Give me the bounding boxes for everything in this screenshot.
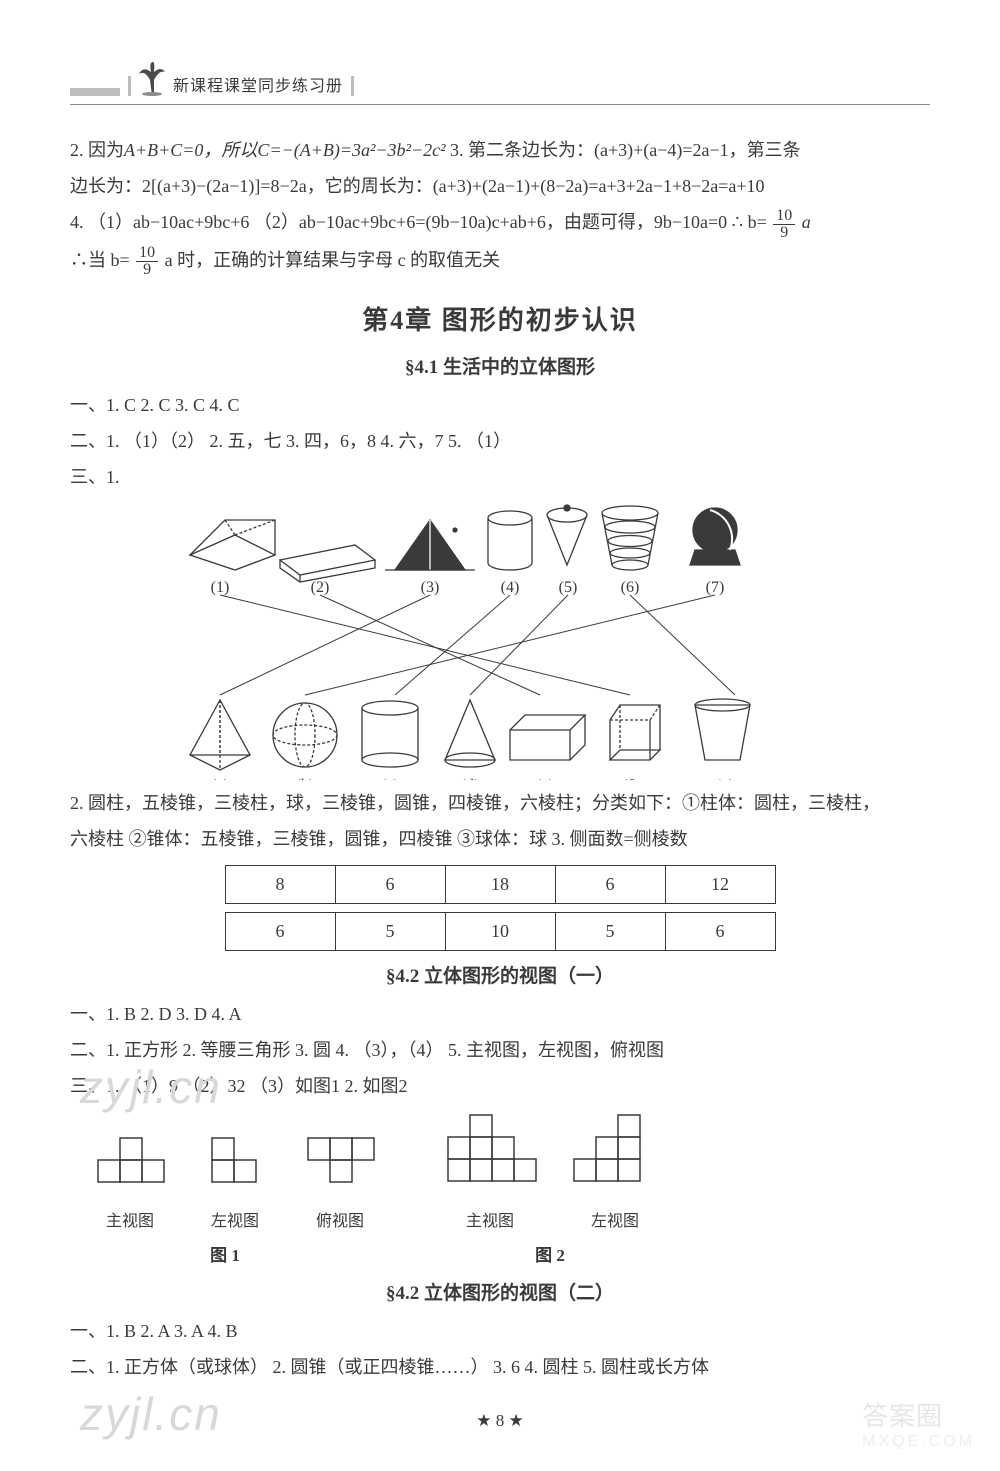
section-title: §4.2 立体图形的视图（一） (70, 959, 930, 995)
grid-shape-icon (300, 1133, 380, 1203)
main-content: 2. 因为A+B+C=0，所以C=−(A+B)=3a²−3b²−2c² 3. 第… (70, 133, 930, 1384)
text-line: 2. 因为A+B+C=0，所以C=−(A+B)=3a²−3b²−2c² 3. 第… (70, 133, 930, 167)
view-block: 左视图 (200, 1133, 270, 1237)
cell: 6 (335, 865, 445, 903)
view-block: 主视图 (440, 1113, 540, 1237)
svg-text:(b): (b) (296, 777, 315, 780)
book-title: 新课程课堂同步练习册 (173, 72, 343, 96)
svg-text:(f): (f) (622, 777, 638, 780)
cell: 10 (445, 912, 555, 950)
svg-text:(a): (a) (211, 777, 229, 780)
svg-text:(7): (7) (706, 579, 725, 596)
grid-shape-icon (570, 1113, 660, 1203)
header-grey-bar (70, 88, 120, 96)
grid-shape-icon (90, 1133, 170, 1203)
answer-line: 六棱柱 ②锥体：五棱锥，三棱锥，圆锥，四棱锥 ③球体：球 3. 侧面数=侧棱数 (70, 822, 930, 856)
view-label: 主视图 (106, 1207, 154, 1237)
matching-diagram: (1) (2) (3) (4) (5) (6) (7) (180, 500, 820, 780)
view-block: 左视图 (570, 1113, 660, 1237)
answer-line: 三、1. （1）9 （2）32 （3）如图1 2. 如图2 (70, 1069, 930, 1103)
figure-label: 图 1 (70, 1240, 380, 1272)
denominator: 9 (140, 262, 154, 278)
corner-line1: 答案圈 (862, 1396, 975, 1433)
answer-line: 2. 圆柱，五棱锥，三棱柱，球，三棱锥，圆锥，四棱锥，六棱柱；分类如下：①柱体：… (70, 786, 930, 820)
cell: 6 (225, 912, 335, 950)
numerator: 10 (136, 245, 158, 262)
text: 3. 第二条边长为：(a+3)+(a−4)=2a−1，第三条 (445, 140, 800, 160)
svg-text:(6): (6) (621, 579, 640, 596)
view-block: 主视图 (90, 1133, 170, 1237)
svg-text:(1): (1) (211, 579, 230, 596)
fraction: 109 (136, 245, 158, 278)
view-label: 左视图 (591, 1207, 639, 1237)
table-row: 6 5 10 5 6 (225, 912, 775, 950)
view-block: 俯视图 (300, 1133, 380, 1237)
text-line: 边长为：2[(a+3)−(2a−1)]=8−2a，它的周长为：(a+3)+(2a… (70, 169, 930, 203)
text: 4. （1）ab−10ac+9bc+6 （2）ab−10ac+9bc+6=(9b… (70, 212, 767, 232)
text-line: ∴当 b= 109 a 时，正确的计算结果与字母 c 的取值无关 (70, 243, 930, 278)
section-title: §4.2 立体图形的视图（二） (70, 1276, 930, 1312)
cell: 12 (665, 865, 775, 903)
corner-line2: MXQE.COM (862, 1433, 975, 1451)
header-vbar (128, 76, 131, 96)
palm-icon (137, 60, 167, 96)
data-table-1: 8 6 18 6 12 (225, 865, 776, 904)
grid-shape-icon (200, 1133, 270, 1203)
answer-line: 二、1. （1）（2） 2. 五，七 3. 四，6，8 4. 六，7 5. （1… (70, 424, 930, 458)
page-footer: ★ 8 ★ (0, 1411, 1000, 1431)
text: 2. 因为 (70, 140, 124, 160)
cell: 5 (555, 912, 665, 950)
svg-text:(g): (g) (716, 777, 735, 780)
view-label: 左视图 (211, 1207, 259, 1237)
text: ∴当 b= (70, 250, 130, 270)
cell: 5 (335, 912, 445, 950)
cell: 8 (225, 865, 335, 903)
figure-label: 图 2 (440, 1240, 660, 1272)
svg-text:(d): (d) (461, 777, 480, 780)
text-line: 4. （1）ab−10ac+9bc+6 （2）ab−10ac+9bc+6=(9b… (70, 205, 930, 240)
denominator: 9 (777, 225, 791, 241)
answer-line: 一、1. C 2. C 3. C 4. C (70, 388, 930, 422)
view-label: 俯视图 (316, 1207, 364, 1237)
svg-text:(3): (3) (421, 579, 440, 596)
corner-watermark: 答案圈 MXQE.COM (862, 1396, 975, 1451)
svg-text:(2): (2) (311, 579, 330, 596)
header-rule (70, 104, 930, 105)
text: a 时，正确的计算结果与字母 c 的取值无关 (165, 250, 500, 270)
answer-line: 二、1. 正方体（或球体） 2. 圆锥（或正四棱锥……） 3. 6 4. 圆柱 … (70, 1350, 930, 1384)
data-table-2: 6 5 10 5 6 (225, 912, 776, 951)
answer-line: 一、1. B 2. A 3. A 4. B (70, 1314, 930, 1348)
svg-text:(e): (e) (536, 777, 554, 780)
svg-text:(4): (4) (501, 579, 520, 596)
cell: 6 (665, 912, 775, 950)
fraction: 109 (773, 208, 795, 241)
cell: 6 (555, 865, 665, 903)
chapter-title: 第4章 图形的初步认识 (70, 296, 930, 345)
svg-text:(c): (c) (381, 777, 399, 780)
answer-line: 一、1. B 2. D 3. D 4. A (70, 997, 930, 1031)
header-vbar-2 (351, 76, 354, 96)
cell: 18 (445, 865, 555, 903)
view-label: 主视图 (466, 1207, 514, 1237)
answer-line: 二、1. 正方形 2. 等腰三角形 3. 圆 4. （3），（4） 5. 主视图… (70, 1033, 930, 1067)
section-title: §4.1 生活中的立体图形 (70, 350, 930, 386)
answer-line: 三、1. (70, 460, 930, 494)
text: a (802, 212, 811, 232)
grid-shape-icon (440, 1113, 540, 1203)
svg-text:(5): (5) (559, 579, 578, 596)
table-row: 8 6 18 6 12 (225, 865, 775, 903)
page-header: 新课程课堂同步练习册 (70, 60, 930, 96)
text: A+B+C=0，所以C=−(A+B)=3a²−3b²−2c² (124, 140, 445, 160)
numerator: 10 (773, 208, 795, 225)
